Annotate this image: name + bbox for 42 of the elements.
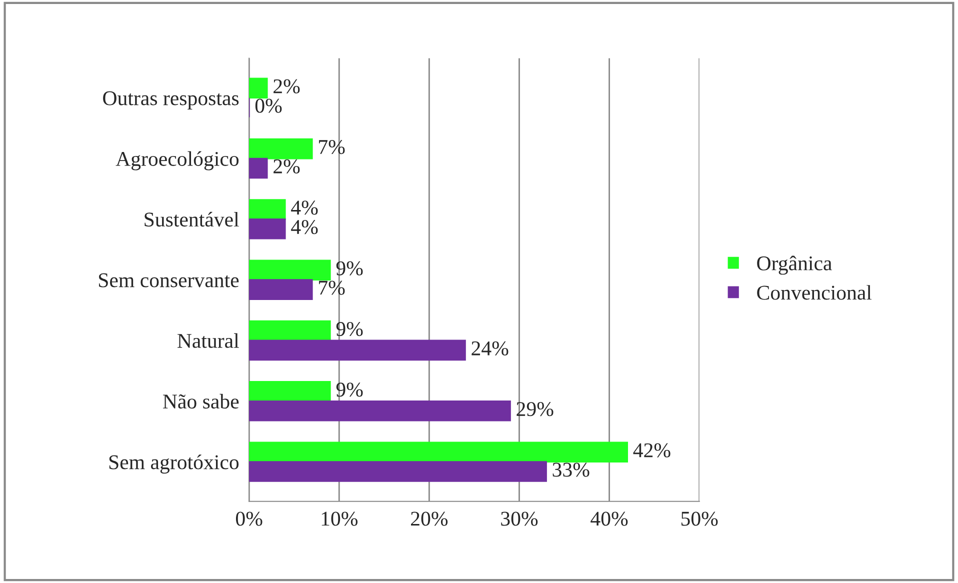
bar bbox=[249, 381, 331, 402]
x-tick-label: 10% bbox=[322, 512, 358, 526]
data-label: 9% bbox=[336, 322, 363, 336]
x-tick-label: 30% bbox=[501, 512, 538, 526]
data-label: 7% bbox=[319, 280, 345, 295]
data-label: 4% bbox=[291, 220, 318, 234]
bar bbox=[249, 320, 331, 342]
bar bbox=[249, 218, 286, 240]
y-tick-label: Sem conservante bbox=[99, 273, 239, 288]
bar bbox=[249, 340, 466, 361]
y-tick-label: Sem agrotóxico bbox=[109, 454, 239, 474]
y-tick-label: Natural bbox=[177, 333, 239, 348]
y-tick-label: Outras respostas bbox=[103, 91, 239, 110]
bar bbox=[249, 78, 268, 99]
data-label: 4% bbox=[291, 200, 318, 215]
y-tick-label: Não sabe bbox=[163, 394, 239, 409]
data-label: 42% bbox=[633, 443, 670, 458]
bar bbox=[249, 400, 511, 422]
x-tick-label: 50% bbox=[681, 512, 718, 526]
bar bbox=[249, 279, 313, 300]
bar bbox=[249, 158, 268, 179]
data-label: 2% bbox=[274, 79, 300, 94]
x-tick-label: 20% bbox=[411, 512, 448, 526]
bar bbox=[249, 442, 628, 463]
data-label: 0% bbox=[255, 98, 282, 113]
y-tick-label: Agroecológico bbox=[116, 151, 239, 170]
legend-label: Convencional bbox=[757, 285, 872, 300]
data-label: 9% bbox=[336, 261, 363, 276]
data-label: 29% bbox=[516, 402, 554, 416]
bar bbox=[249, 260, 331, 281]
x-tick-label: 40% bbox=[590, 512, 628, 526]
bar bbox=[249, 199, 286, 220]
x-tick-label: 0% bbox=[236, 512, 262, 526]
y-tick-label: Sustentável bbox=[144, 212, 239, 227]
data-label: 2% bbox=[274, 159, 300, 174]
data-label: 33% bbox=[552, 462, 590, 477]
data-label: 24% bbox=[472, 341, 508, 356]
data-label: 9% bbox=[336, 382, 363, 397]
bar bbox=[249, 461, 547, 482]
data-label: 7% bbox=[319, 140, 345, 154]
legend-label: Orgânica bbox=[757, 256, 832, 275]
bar bbox=[249, 138, 313, 160]
